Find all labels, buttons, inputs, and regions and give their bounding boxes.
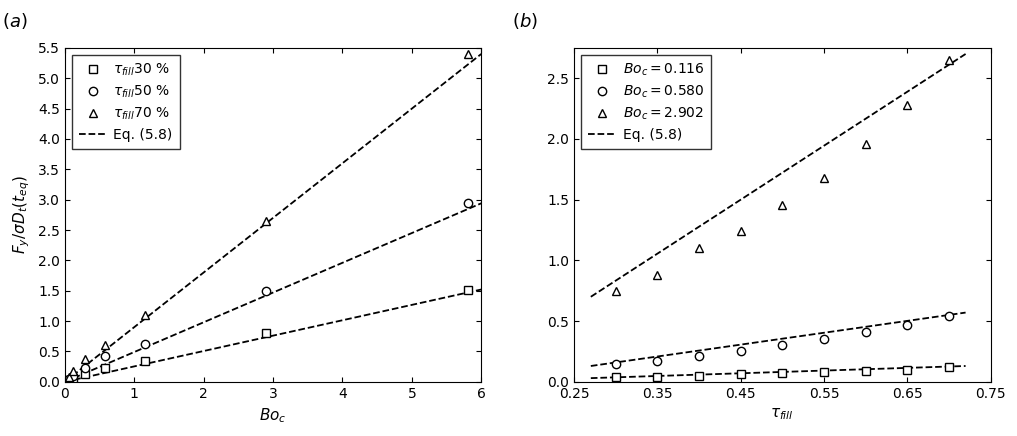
Legend: $\tau_{fill}$30 %, $\tau_{fill}$50 %, $\tau_{fill}$70 %, Eq. (5.8): $\tau_{fill}$30 %, $\tau_{fill}$50 %, $\… [72, 55, 180, 149]
Legend: $Bo_c = 0.116$, $Bo_c = 0.580$, $Bo_c = 2.902$, Eq. (5.8): $Bo_c = 0.116$, $Bo_c = 0.580$, $Bo_c = … [581, 55, 711, 149]
X-axis label: $Bo_c$: $Bo_c$ [259, 406, 287, 425]
X-axis label: $\tau_{fill}$: $\tau_{fill}$ [771, 406, 794, 422]
Y-axis label: $F_y/\sigma D_t(t_{eq})$: $F_y/\sigma D_t(t_{eq})$ [12, 175, 33, 254]
Text: $(b)$: $(b)$ [512, 11, 538, 31]
Text: $(a)$: $(a)$ [2, 11, 27, 31]
